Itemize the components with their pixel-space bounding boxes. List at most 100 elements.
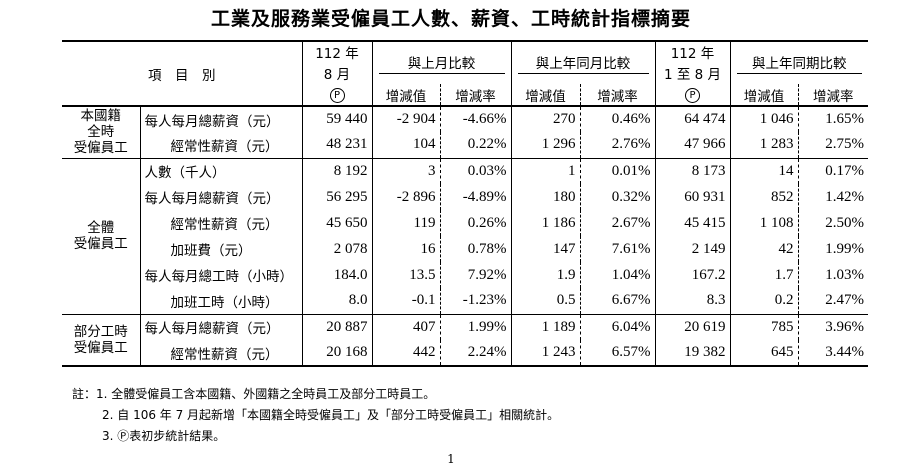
ytd-value-cell: 64 474 [654,106,730,132]
table-row: 經常性薪資（元） 20 168 442 2.24% 1 243 6.57% 19 382 64… [62,340,868,367]
ytd-yoy-group-header: 與上年同期比較 [736,52,862,74]
mom-group-header: 與上月比較 [378,52,505,74]
row-item-label: 經常性薪資（元） [139,132,302,158]
row-item-label: 人數（千人） [139,157,302,184]
mom-change-cell: 3 [371,157,440,184]
mom-rate-cell: -1.23% [439,288,511,314]
ytd-change-cell: 14 [729,157,798,184]
group-label: 本國籍 全時 受僱員工 [62,106,140,158]
footnote-3: 3. Ⓟ表初步統計結果。 [102,429,226,443]
ytd-value-cell: 2 149 [654,236,730,262]
page-title: 工業及服務業受僱員工人數、薪資、工時統計指標摘要 [210,8,691,30]
yoy-change-cell: 0.5 [510,288,580,314]
ytd-change-cell: 1 283 [729,132,798,158]
group-label-line: 受僱員工 [73,236,128,252]
yoy-change-cell: 180 [510,184,580,210]
footnote-2: 2. 自 106 年 7 月起新增「本國籍全時受僱員工」及「部分工時受僱員工」相… [102,408,560,422]
table-row: 經常性薪資（元） 45 650 119 0.26% 1 186 2.67% 45 415 1 … [62,210,868,236]
ytd-change-cell: 852 [729,184,798,210]
ytd-column-header-months: 1 至 8 月 [654,62,730,84]
group-label-line: 部分工時 [73,323,128,340]
footnotes: 註：1. 全體受僱員工含本國籍、外國籍之全時員工及部分工時員工。 2. 自 10… [72,384,559,447]
ytd-rate-cell: 2.50% [797,210,868,236]
row-item-label: 經常性薪資（元） [139,340,302,367]
month-value-cell: 20 887 [301,313,372,340]
ytd-change-cell: 1 046 [729,106,798,132]
ytd-change-cell: 0.2 [729,288,798,314]
table-body: 本國籍 全時 受僱員工 每人每月總薪資（元） 59 440 -2 904 -4.66% 270… [62,106,868,367]
mom-change-cell: -2 896 [371,184,440,210]
yoy-rate-cell: 6.67% [579,288,655,314]
ytd-value-cell: 45 415 [654,210,730,236]
month-value-cell: 20 168 [301,340,372,367]
group-label: 部分工時 受僱員工 [62,313,140,367]
row-item-label: 每人每月總薪資（元） [139,313,302,340]
mom-rate-cell: -4.89% [439,184,511,210]
yoy-change-cell: 1 189 [510,313,580,340]
ytd-value-cell: 19 382 [654,340,730,367]
yoy-change-cell: 270 [510,106,580,132]
ytd-value-cell: 47 966 [654,132,730,158]
footnote-1: 註：1. 全體受僱員工含本國籍、外國籍之全時員工及部分工時員工。 [72,387,436,401]
table-row: 全體 受僱員工 人數（千人） 8 192 3 0.03% 1 0.01% 8 173 14 0.17… [62,157,868,314]
ytd-column-header-year: 112 年 [654,40,730,62]
yoy-rate-cell: 0.01% [579,157,655,184]
mom-rate-cell: 7.92% [439,262,511,288]
ytd-value-cell: 8 173 [654,157,730,184]
mom-change-cell: -0.1 [371,288,440,314]
mom-rate-cell: 0.03% [439,157,511,184]
mom-rate-cell: 2.24% [439,340,511,367]
ytd-change-cell: 1 108 [729,210,798,236]
yoy-change-cell: 1.9 [510,262,580,288]
group-label-line: 受僱員工 [73,339,128,356]
mom-change-cell: 16 [371,236,440,262]
group-label-line: 全時 [87,124,115,141]
ytd-change-header: 增減值 [729,84,798,107]
group-label: 全體 受僱員工 [62,157,140,314]
mom-change-cell: 442 [371,340,440,367]
ytd-change-cell: 645 [729,340,798,367]
table-row: 經常性薪資（元） 48 231 104 0.22% 1 296 2.76% 47 966 1 … [62,132,868,158]
item-column-header: 項 目 別 [62,40,302,107]
mom-change-cell: 13.5 [371,262,440,288]
ytd-rate-cell: 3.44% [797,340,868,367]
yoy-change-cell: 1 [510,157,580,184]
mom-change-cell: 104 [371,132,440,158]
month-value-cell: 56 295 [301,184,372,210]
yoy-rate-cell: 6.57% [579,340,655,367]
month-value-cell: 184.0 [301,262,372,288]
ytd-change-cell: 1.7 [729,262,798,288]
ytd-change-cell: 785 [729,313,798,340]
ytd-rate-cell: 1.03% [797,262,868,288]
ytd-change-cell: 42 [729,236,798,262]
table-row: 每人每月總工時（小時） 184.0 13.5 7.92% 1.9 1.04% 167.2 1.… [62,262,868,288]
yoy-rate-cell: 0.46% [579,106,655,132]
month-value-cell: 2 078 [301,236,372,262]
preliminary-icon: P [329,88,345,103]
yoy-change-cell: 1 243 [510,340,580,367]
yoy-rate-cell: 2.76% [579,132,655,158]
row-item-label: 加班費（元） [139,236,302,262]
row-item-label: 每人每月總工時（小時） [139,262,302,288]
mom-change-header: 增減值 [371,84,440,107]
ytd-value-cell: 20 619 [654,313,730,340]
table-row: 加班費（元） 2 078 16 0.78% 147 7.61% 2 149 42 1.99% [62,236,868,262]
yoy-rate-cell: 6.04% [579,313,655,340]
ytd-value-cell: 60 931 [654,184,730,210]
month-value-cell: 45 650 [301,210,372,236]
month-column-header-month: 8 月 [301,62,372,84]
group-label-line: 受僱員工 [73,140,128,157]
month-value-cell: 48 231 [301,132,372,158]
table-row: 本國籍 全時 受僱員工 每人每月總薪資（元） 59 440 -2 904 -4.66% 270… [62,106,868,156]
ytd-rate-cell: 2.47% [797,288,868,314]
table-header: 項 目 別 112 年 與上月比較 與上年同月比較 112 年 與上年同期比較 … [62,40,868,107]
statistics-table: 項 目 別 112 年 與上月比較 與上年同月比較 112 年 與上年同期比較 … [62,40,868,367]
yoy-group-header: 與上年同月比較 [517,52,649,74]
ytd-rate-cell: 0.17% [797,157,868,184]
row-item-label: 加班工時（小時） [139,288,302,314]
yoy-change-header: 增減值 [510,84,580,107]
page-number: 1 [447,452,455,466]
month-column-header-year: 112 年 [301,40,372,62]
yoy-change-cell: 1 186 [510,210,580,236]
ytd-rate-cell: 1.65% [797,106,868,132]
